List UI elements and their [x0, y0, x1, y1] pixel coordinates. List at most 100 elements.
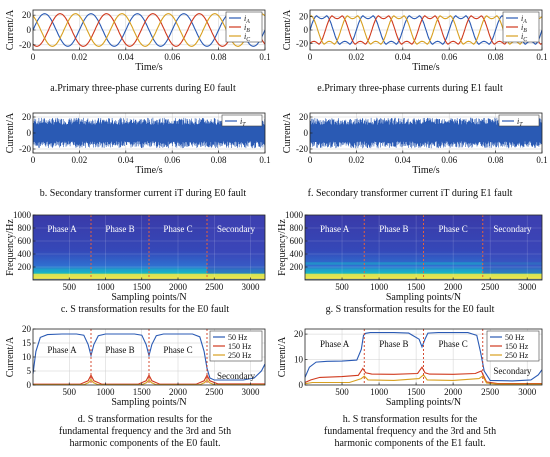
x-tick-label: 0.06 [441, 155, 457, 165]
x-tick-label: 0 [31, 155, 36, 165]
x-tick-label: 0.1 [259, 155, 270, 165]
x-tick-label: 0.06 [164, 155, 180, 165]
series-line-250-Hz [33, 378, 265, 385]
x-tick-label: 0.02 [72, 155, 88, 165]
x-tick-label: 2500 [481, 387, 500, 397]
segment-label: Secondary [217, 224, 255, 234]
x-tick-label: 0.08 [488, 52, 504, 62]
y-tick-label: 0 [27, 128, 32, 138]
y-tick-label: 1000 [285, 210, 304, 220]
chart-h: Phase A Phase B Phase C Secondary 500 1000 150… [277, 328, 543, 449]
legend-label: 150 Hz [228, 342, 252, 351]
chart-e: 0 0.02 0.04 0.06 0.08 0.1-20020Time/sCurrent/… [282, 9, 548, 94]
chart-b: 0 0.02 0.04 0.06 0.08 0.1-20020Time/sCurrent/… [5, 112, 271, 199]
chart-g: Phase A Phase B Phase C Secondary 500 1000 150… [277, 210, 543, 315]
caption-line: h. S transformation results for the [343, 414, 478, 425]
legend-label: 150 Hz [505, 342, 529, 351]
series-line-iB [310, 15, 542, 45]
x-axis-label: Time/s [412, 165, 440, 176]
x-tick-label: 1500 [407, 282, 426, 292]
y-tick-label: 400 [18, 249, 32, 259]
x-axis-label: Time/s [412, 62, 440, 73]
chart-f: 0 0.02 0.04 0.06 0.08 0.1-20020Time/sCurrent/… [282, 112, 548, 199]
y-tick-label: 10 [294, 355, 304, 365]
series-line-150-Hz [305, 366, 542, 385]
caption-line: harmonic components of the E0 fault. [69, 438, 220, 449]
y-tick-label: -20 [296, 38, 308, 48]
series-line-iT [33, 117, 265, 149]
axes-frame [304, 214, 543, 281]
x-tick-label: 3000 [518, 387, 537, 397]
plot-area-c [33, 215, 265, 280]
legend-box [221, 114, 263, 127]
y-tick-label: 200 [18, 262, 32, 272]
caption-line: harmonic components of the E1 fault. [334, 438, 485, 449]
legend-label: iC [244, 32, 250, 43]
caption: c. S transformation results for the E0 f… [61, 304, 230, 315]
y-tick-label: 20 [22, 10, 32, 20]
segment-label: Secondary [217, 371, 255, 381]
segment-label: Phase B [105, 224, 134, 234]
x-tick-label: 2500 [481, 282, 500, 292]
y-tick-label: 800 [18, 223, 32, 233]
y-axis-label: Current/A [5, 336, 16, 377]
spectrum-band-150hz [33, 268, 265, 272]
x-tick-label: 0.1 [259, 52, 270, 62]
x-axis-label: Time/s [135, 62, 163, 73]
x-axis-label: Sampling points/N [386, 292, 461, 303]
legend-label: 250 Hz [228, 351, 252, 360]
y-tick-label: 0 [304, 128, 309, 138]
plot-area-g [305, 215, 542, 280]
y-tick-label: 1000 [13, 210, 32, 220]
y-tick-label: 20 [294, 329, 304, 339]
y-tick-label: 0 [299, 380, 304, 390]
segment-label: Phase B [105, 345, 134, 355]
legend-label: iB [521, 23, 527, 34]
y-axis-label: Current/A [282, 9, 293, 50]
x-tick-label: 2000 [444, 387, 463, 397]
caption: e.Primary three-phase currents during E1… [317, 83, 503, 94]
secondary-region [207, 215, 265, 274]
y-tick-label: 400 [290, 249, 304, 259]
segment-label: Secondary [493, 366, 531, 376]
x-axis-label: Sampling points/N [111, 397, 186, 408]
y-tick-label: 0 [27, 25, 32, 35]
y-tick-label: 5 [27, 366, 32, 376]
y-tick-label: 600 [290, 236, 304, 246]
segment-label: Phase A [47, 345, 77, 355]
axes-frame [304, 328, 543, 386]
segment-label: Phase C [439, 224, 468, 234]
x-tick-label: 500 [335, 282, 349, 292]
legend-label: iT [240, 117, 246, 128]
x-tick-label: 1000 [97, 282, 116, 292]
x-tick-label: 0.04 [118, 155, 134, 165]
x-tick-label: 500 [335, 387, 349, 397]
axes-frame [32, 214, 266, 281]
x-tick-label: 1000 [370, 387, 389, 397]
x-tick-label: 500 [63, 387, 77, 397]
x-tick-label: 0.02 [349, 155, 365, 165]
y-tick-label: 15 [22, 338, 32, 348]
legend-label: iA [244, 14, 250, 25]
y-tick-label: -20 [19, 40, 31, 50]
y-tick-label: -20 [19, 144, 31, 154]
y-tick-label: 20 [22, 324, 32, 334]
legend-label: 50 Hz [228, 333, 248, 342]
x-tick-label: 2000 [169, 282, 188, 292]
series-line-iB [33, 13, 265, 47]
y-tick-label: 20 [299, 12, 309, 22]
x-tick-label: 0.1 [536, 155, 547, 165]
y-tick-label: -20 [296, 144, 308, 154]
x-axis-label: Time/s [135, 165, 163, 176]
segment-label: Phase A [320, 224, 350, 234]
series-line-250-Hz [305, 373, 542, 385]
legend-box [498, 114, 540, 127]
x-tick-label: 1500 [133, 387, 152, 397]
spectrum-band-150hz [305, 268, 542, 272]
y-tick-label: 200 [290, 262, 304, 272]
x-tick-label: 0.04 [395, 155, 411, 165]
legend-label: iA [521, 14, 527, 25]
segment-label: Secondary [493, 224, 531, 234]
legend-label: 50 Hz [505, 333, 525, 342]
